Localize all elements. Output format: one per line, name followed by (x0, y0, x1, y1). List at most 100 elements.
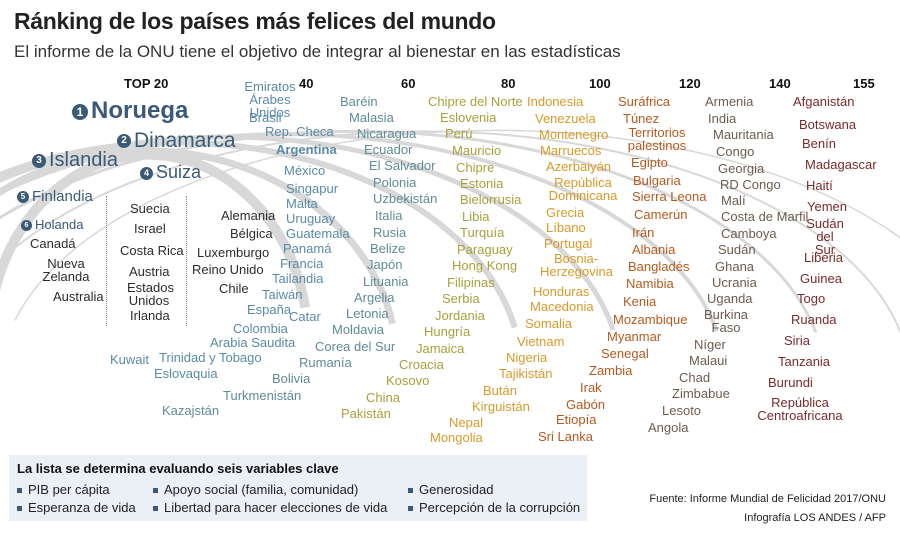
country-label: Belize (370, 241, 406, 256)
ranked-country-name: Holanda (35, 217, 84, 232)
country-label: Angola (648, 420, 689, 435)
country-label: Jamaica (416, 341, 465, 356)
country-label: Albania (632, 242, 676, 257)
country-label: Trinidad y Tobago (159, 350, 262, 365)
country-label: Ecuador (364, 142, 413, 157)
country-label: Malasia (349, 110, 394, 125)
ranked-country: 4 Suiza (140, 163, 201, 181)
country-label: República Centroafricana (757, 395, 843, 423)
scale-label-top20: TOP 20 (121, 76, 172, 91)
country-label: Singapur (286, 181, 339, 196)
ranked-country-name: Noruega (91, 97, 189, 124)
credit-note: Infografía LOS ANDES / AFP (744, 512, 886, 524)
country-label: Polonia (373, 175, 417, 190)
country-label: Macedonia (530, 299, 594, 314)
country-label: Egipto (631, 155, 668, 170)
country-label: Kosovo (386, 373, 430, 388)
country-label: Kazajstán (162, 403, 220, 418)
country-label: Namibia (626, 276, 674, 291)
country-label: Níger (694, 337, 726, 352)
country-label: Croacia (399, 357, 444, 372)
country-label: Uganda (707, 291, 753, 306)
country-label: Filipinas (447, 275, 495, 290)
country-label: Senegal (601, 346, 649, 361)
country-label: Perú (445, 126, 473, 141)
country-label: Bélgica (230, 226, 273, 241)
country-label: Serbia (442, 291, 480, 306)
country-label: Bangladés (628, 259, 690, 274)
country-label: Catar (289, 309, 321, 324)
legend-variable: Generosidad (408, 482, 493, 497)
rank-number-badge: 2 (117, 134, 131, 149)
country-label: Chad (679, 370, 711, 385)
country-label: Turquía (460, 225, 505, 240)
country-label: Austria (129, 264, 170, 279)
country-label: Nigeria (506, 350, 548, 365)
ranked-country: 3 Islandia (32, 150, 118, 170)
country-label: República Dominicana (548, 175, 618, 203)
country-label: México (284, 163, 326, 178)
country-label: Emiratos Árabes Unidos (244, 79, 296, 120)
country-label: Georgia (718, 161, 765, 176)
country-label: Kuwait (110, 352, 150, 367)
country-label: Hong Kong (452, 258, 518, 273)
country-label: Portugal (544, 236, 593, 251)
country-label: Ucrania (712, 275, 757, 290)
country-label: Italia (375, 208, 403, 223)
country-label: Reino Unido (192, 262, 264, 277)
country-label: Lesoto (662, 403, 702, 418)
country-label: Bielorrusia (460, 192, 522, 207)
country-label: Costa de Marfil (721, 209, 809, 224)
country-label: Libia (462, 209, 490, 224)
country-label: Rep. Checa (265, 124, 334, 139)
country-label: Baréin (340, 94, 378, 109)
country-label: Rusia (373, 225, 407, 240)
country-label: Togo (797, 291, 826, 306)
country-label: Túnez (623, 111, 660, 126)
country-label: Benín (802, 136, 836, 151)
infographic-title: Ránking de los países más felices del mu… (14, 8, 496, 34)
country-label: Estados Unidos (127, 280, 174, 308)
country-label: Australia (53, 289, 104, 304)
country-label: Gabón (566, 397, 606, 412)
top20-separator (106, 196, 107, 326)
country-label: Armenia (705, 94, 754, 109)
country-label: Estonia (460, 176, 504, 191)
country-label: Zimbabue (672, 386, 730, 401)
country-label: Myanmar (607, 329, 662, 344)
country-label: Corea del Sur (315, 339, 396, 354)
country-label: Grecia (546, 205, 585, 220)
country-label: Bolivia (272, 371, 311, 386)
country-label: Moldavia (332, 322, 385, 337)
country-label: Alemania (221, 208, 276, 223)
country-label: Camerún (634, 207, 688, 222)
country-label: Argentina (276, 142, 337, 157)
country-label: Eslovaquia (154, 366, 218, 381)
scale-label: 140 (766, 76, 794, 91)
country-label: Panamá (283, 241, 332, 256)
country-label: Bosnia-Herzegovina (540, 251, 613, 279)
legend-title: La lista se determina evaluando seis var… (17, 461, 339, 476)
country-label: Colombia (233, 321, 288, 336)
country-label: Botswana (799, 117, 857, 132)
country-label: España (247, 302, 292, 317)
country-label: Ruanda (791, 312, 837, 327)
country-label: Burkina Faso (703, 307, 749, 335)
country-label: Sri Lanka (538, 429, 593, 444)
ranked-country: 1 Noruega (72, 99, 188, 123)
legend-variable: Apoyo social (familia, comunidad) (153, 482, 358, 497)
country-label: Francia (280, 256, 324, 271)
country-label: Turkmenistán (223, 388, 302, 403)
country-label: Siria (784, 333, 811, 348)
rank-number-badge: 1 (72, 103, 88, 120)
country-label: Rumanía (299, 355, 352, 370)
country-label: Afganistán (793, 94, 855, 109)
country-label: Ghana (715, 259, 755, 274)
country-label: China (366, 390, 400, 405)
country-label: Mauricio (452, 143, 502, 158)
country-label: El Salvador (369, 158, 436, 173)
ranking-arc (14, 129, 900, 321)
scale-label: 120 (676, 76, 704, 91)
country-label: Indonesia (527, 94, 584, 109)
